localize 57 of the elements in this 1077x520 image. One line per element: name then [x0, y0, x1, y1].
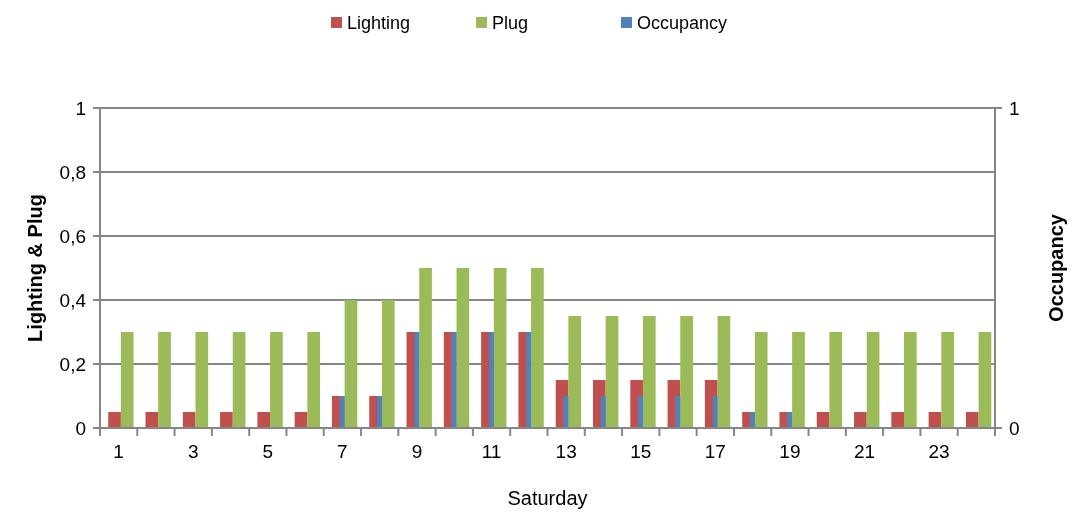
bar: [866, 332, 880, 428]
x-tick-label: 23: [928, 441, 950, 462]
bar: [307, 332, 321, 428]
bar: [638, 396, 643, 428]
y-tick-label: 0,8: [59, 161, 86, 183]
x-tick-label: 1: [113, 441, 124, 462]
bar: [675, 396, 681, 428]
bar: [270, 332, 283, 428]
y-tick-label: 0,4: [59, 289, 87, 311]
x-tick-label: 3: [187, 441, 199, 462]
x-tick-label: 13: [555, 441, 577, 462]
bar: [605, 316, 619, 428]
bar: [120, 332, 134, 428]
bar: [680, 316, 693, 428]
bar: [195, 332, 209, 428]
y2-tick-label: 1: [1009, 97, 1020, 119]
bar: [600, 396, 606, 428]
bar: [220, 412, 233, 428]
y-axis-title: Lighting & Plug: [24, 194, 46, 342]
bar: [344, 300, 358, 428]
y-tick-label: 0,2: [59, 353, 86, 375]
bar: [381, 300, 395, 428]
x-tick-label: 9: [411, 441, 423, 462]
bar: [754, 332, 768, 428]
x-axis-title: Saturday: [507, 487, 588, 509]
x-tick-label: 5: [262, 441, 274, 462]
x-tick-label: 15: [630, 441, 652, 462]
bar: [904, 332, 917, 428]
x-tick-label: 7: [337, 441, 348, 462]
x-tick-label: 19: [779, 441, 801, 462]
bar: [941, 332, 954, 428]
x-tick-label: 21: [853, 441, 876, 462]
bar: [108, 412, 121, 428]
bar: [965, 412, 979, 428]
y-tick-label: 1: [75, 97, 86, 119]
bar: [158, 332, 171, 428]
bar: [891, 412, 905, 428]
bar: [829, 332, 843, 428]
y-tick-label: 0,6: [59, 225, 86, 247]
y2-tick-label: 0: [1009, 417, 1020, 439]
bar: [232, 332, 246, 428]
bar: [568, 316, 582, 428]
y-tick-label: 0: [75, 417, 86, 439]
bar: [978, 332, 992, 428]
x-tick-label: 11: [481, 441, 502, 462]
y2-axis-title: Occupancy: [1045, 213, 1067, 322]
bar: [717, 316, 731, 428]
bar: [257, 412, 271, 428]
bar: [145, 412, 159, 428]
bar: [792, 332, 805, 428]
legend-label: Lighting: [347, 13, 411, 34]
bar: [854, 412, 867, 428]
legend-label: Plug: [492, 13, 529, 34]
bar: [642, 316, 656, 428]
x-tick-label: 17: [704, 441, 726, 462]
bar: [712, 396, 718, 428]
legend-label: Occupancy: [637, 13, 728, 34]
